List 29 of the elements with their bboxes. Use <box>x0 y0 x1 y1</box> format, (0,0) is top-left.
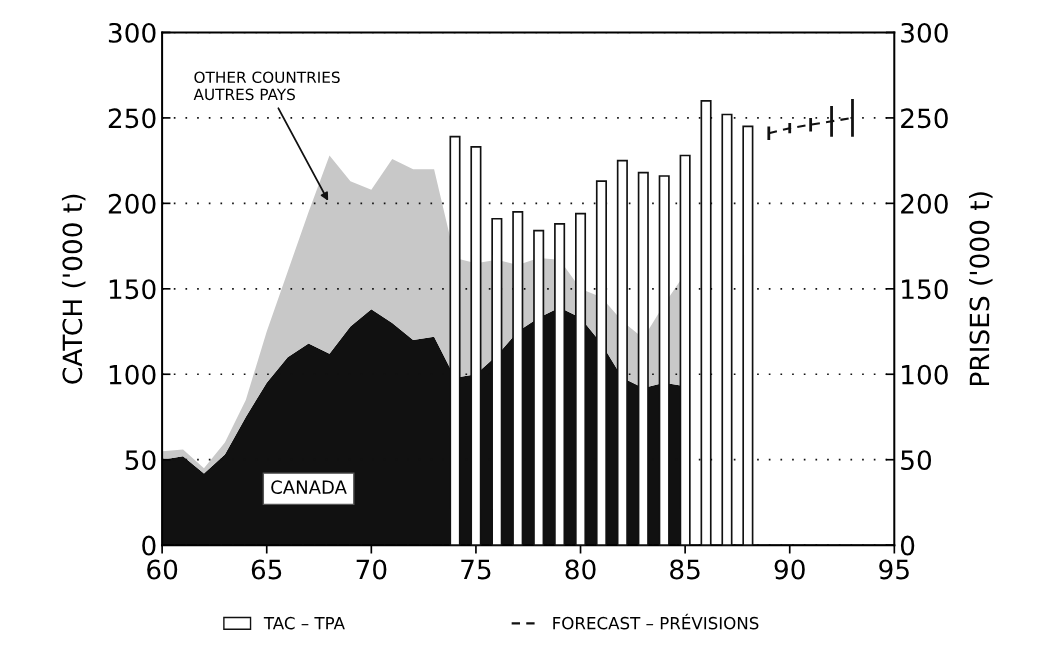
legend-label: FORECAST – PRÉVISIONS <box>553 613 759 630</box>
annotation: OTHER COUNTRIES AUTRES PAYS <box>193 71 340 101</box>
y2-tick-label: 50 <box>901 450 932 471</box>
x-tick-label: 80 <box>565 559 596 580</box>
y-tick-label: 250 <box>108 108 156 129</box>
y2-tick-label: 200 <box>901 193 948 214</box>
x-tick-label: 65 <box>251 559 282 580</box>
y2-tick-label: 0 <box>900 535 915 556</box>
y-tick-label: 200 <box>108 193 156 214</box>
y2-axis-title: PRISES ('000 t) <box>969 192 993 385</box>
y-axis-title: CATCH ('000 t) <box>61 194 86 384</box>
x-tick-label: 85 <box>670 559 700 580</box>
x-tick-label: 75 <box>461 559 491 580</box>
x-tick-label: 90 <box>774 559 805 580</box>
y-tick-label: 100 <box>109 364 156 385</box>
y-tick-label: 50 <box>125 450 156 471</box>
y2-tick-label: 250 <box>901 108 948 129</box>
y-tick-label: 0 <box>142 535 156 556</box>
annotation: CANADA <box>271 480 347 494</box>
y2-tick-label: 150 <box>902 279 948 300</box>
x-tick-label: 60 <box>147 559 178 580</box>
bar <box>742 125 754 546</box>
y2-tick-label: 100 <box>902 364 948 385</box>
y-tick-label: 150 <box>109 279 156 300</box>
x-tick-label: 70 <box>356 559 387 580</box>
legend-label: TAC – TPA <box>263 616 345 630</box>
x-tick-label: 95 <box>879 559 909 580</box>
y-tick-label: 300 <box>108 22 156 43</box>
y2-tick-label: 300 <box>901 22 948 43</box>
